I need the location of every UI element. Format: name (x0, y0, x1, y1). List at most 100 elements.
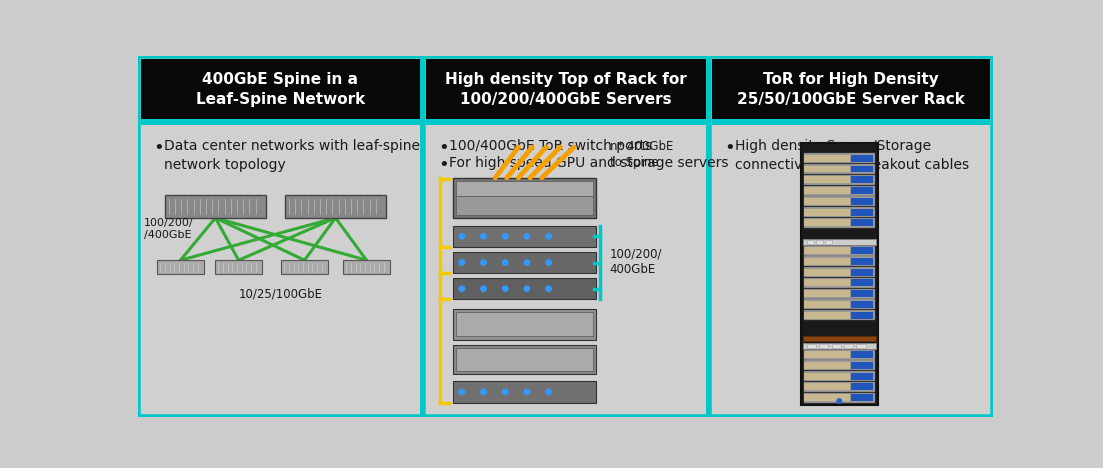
Bar (281, 260, 328, 274)
Circle shape (459, 234, 464, 239)
Bar (456, 196, 592, 215)
Bar (452, 309, 596, 339)
Bar (804, 207, 875, 217)
Bar (804, 393, 875, 402)
Bar (158, 260, 204, 274)
Circle shape (503, 260, 508, 265)
Bar (804, 382, 875, 392)
Bar (804, 246, 875, 256)
Bar (456, 312, 592, 336)
Bar (852, 351, 872, 358)
Circle shape (503, 389, 508, 395)
Bar (852, 394, 872, 401)
Circle shape (481, 234, 486, 239)
Bar (852, 383, 872, 390)
Bar (804, 256, 875, 266)
Text: For high speed GPU and storage servers: For high speed GPU and storage servers (449, 156, 729, 170)
Bar (832, 344, 840, 348)
Circle shape (837, 399, 842, 403)
Bar (713, 119, 989, 125)
Bar (426, 59, 706, 119)
Bar (804, 269, 850, 276)
Bar (803, 336, 876, 341)
Bar (804, 258, 850, 265)
Bar (165, 195, 266, 218)
Bar (804, 278, 875, 288)
Text: 100/400GbE ToR switch ports: 100/400GbE ToR switch ports (449, 139, 653, 154)
Bar (804, 279, 850, 286)
Text: •: • (725, 139, 736, 157)
Bar (844, 344, 854, 348)
Text: High density Server/Storage
connectivity with breakout cables: High density Server/Storage connectivity… (736, 139, 970, 172)
Bar (804, 187, 850, 194)
Bar (825, 240, 833, 244)
Bar (804, 351, 850, 358)
Bar (852, 187, 872, 194)
Bar (804, 360, 875, 370)
Bar (456, 348, 592, 371)
Text: 10/25/100GbE: 10/25/100GbE (238, 287, 322, 300)
Bar (713, 59, 989, 119)
Text: 100/200/
400GbE: 100/200/ 400GbE (610, 247, 662, 276)
Bar (804, 371, 875, 381)
Circle shape (524, 389, 529, 395)
Bar (804, 300, 875, 309)
Bar (804, 175, 875, 185)
Bar (804, 301, 850, 308)
Bar (804, 219, 850, 227)
Circle shape (503, 234, 508, 239)
Bar (804, 247, 850, 254)
Bar (424, 56, 709, 417)
Bar (452, 226, 596, 247)
Text: n* 400GbE
to Spine: n* 400GbE to Spine (610, 140, 673, 169)
Bar (852, 258, 872, 265)
Bar (804, 267, 875, 277)
Circle shape (546, 260, 552, 265)
Bar (215, 260, 261, 274)
Bar (141, 59, 420, 119)
Bar (852, 312, 872, 319)
Text: ToR for High Density
25/50/100GbE Server Rack: ToR for High Density 25/50/100GbE Server… (737, 72, 965, 107)
Bar (456, 181, 592, 196)
Bar (804, 290, 850, 297)
Circle shape (524, 234, 529, 239)
Bar (852, 166, 872, 172)
Bar (804, 153, 875, 163)
Bar (804, 218, 875, 228)
Bar (452, 381, 596, 402)
Circle shape (503, 286, 508, 292)
Bar (852, 219, 872, 227)
Bar (804, 373, 850, 380)
Bar (852, 279, 872, 286)
Bar (801, 143, 878, 405)
Bar (452, 278, 596, 300)
Text: •: • (439, 156, 449, 174)
Bar (709, 56, 993, 417)
Bar (856, 344, 866, 348)
Text: High density Top of Rack for
100/200/400GbE Servers: High density Top of Rack for 100/200/400… (446, 72, 687, 107)
Bar (852, 290, 872, 297)
Bar (852, 198, 872, 205)
Text: 400GbE Spine in a
Leaf-Spine Network: 400GbE Spine in a Leaf-Spine Network (196, 72, 365, 107)
Text: Data center networks with leaf-spine
network topology: Data center networks with leaf-spine net… (164, 139, 420, 172)
Bar (804, 289, 875, 299)
Bar (804, 166, 850, 172)
Bar (138, 56, 424, 417)
Text: 100/200/
/400GbE: 100/200/ /400GbE (144, 218, 194, 240)
Bar (452, 252, 596, 273)
Bar (806, 344, 816, 348)
Circle shape (524, 260, 529, 265)
Bar (804, 196, 875, 206)
Bar (804, 176, 850, 183)
Bar (804, 185, 875, 196)
Circle shape (459, 389, 464, 395)
Bar (141, 119, 420, 125)
Bar (852, 301, 872, 308)
Bar (804, 362, 850, 369)
Bar (803, 343, 876, 349)
Bar (426, 119, 706, 125)
Circle shape (459, 260, 464, 265)
Circle shape (524, 286, 529, 292)
Text: •: • (153, 139, 164, 157)
Bar (852, 247, 872, 254)
